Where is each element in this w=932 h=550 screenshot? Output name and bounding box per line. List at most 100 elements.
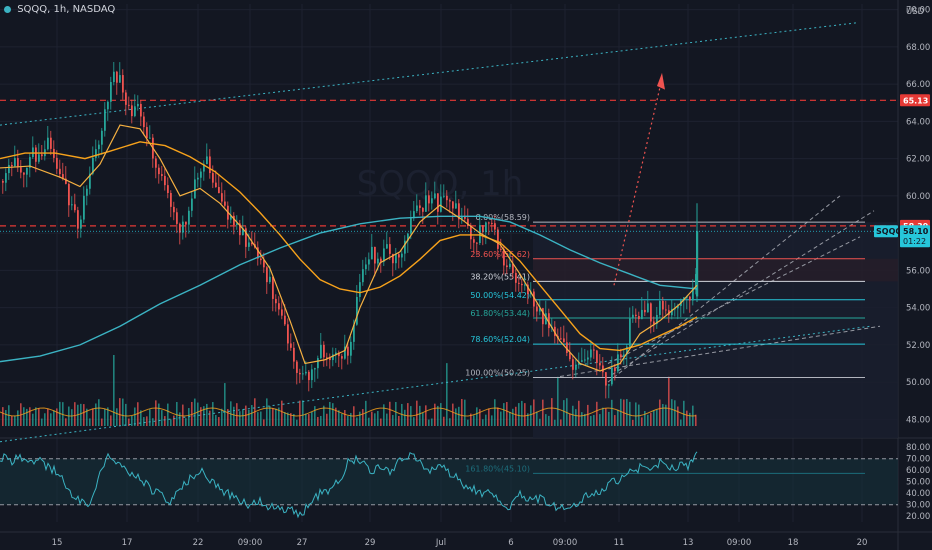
candle-body [170,192,172,207]
volume-bar [239,411,241,426]
volume-bar [41,418,43,426]
volume-bar [455,408,457,426]
volume-bar [443,416,445,426]
volume-bar [11,416,13,426]
candle-body [443,195,445,197]
candle-body [131,105,133,117]
candle-body [296,361,298,373]
volume-bar [317,416,319,426]
channel-line [607,195,841,383]
candle-body [314,368,316,370]
candle-body [392,253,394,264]
candle-body [137,103,139,107]
volume-bar [26,408,28,426]
moving-averages [0,124,698,372]
candle-body [32,147,34,158]
volume-bar [98,399,100,426]
candle-body [581,360,583,362]
volume-bar [197,402,199,426]
symbol-tag-label: SQQQ [876,227,902,236]
candle-body [533,291,535,307]
candle-body [272,276,274,299]
candle-body [95,149,97,158]
volume-bar [389,401,391,426]
candle-body [185,221,187,225]
volume-bar [524,403,526,426]
chart-header: SQQQ, 1h, NASDAQ [4,4,115,15]
candle-body [215,182,217,188]
volume-bar [80,403,82,426]
rsi-tick-label: 60.00 [906,466,930,476]
volume-bar [128,418,130,426]
volume-bar [140,410,142,426]
volume-bar [512,408,514,426]
candle-body [161,174,163,176]
volume-bar [155,400,157,426]
candle-body [374,246,376,264]
candle-body [659,301,661,315]
projection-arrow [613,72,665,286]
volume-bar [359,411,361,426]
volume-bar [620,398,622,426]
volume-bar [419,405,421,426]
candle-body [656,314,658,324]
fib-zone [533,222,898,438]
volume-bar [650,413,652,426]
volume-bar [227,409,229,426]
time-tick-label: 09:00 [727,538,752,548]
candle-body [494,223,496,230]
candle-body [635,314,637,317]
fib-band [533,258,898,282]
volume-bar [200,407,202,426]
volume-bar [347,415,349,426]
volume-bar [137,402,139,426]
candle-body [696,231,699,297]
volume-bar [191,401,193,426]
volume-bar [161,410,163,426]
candle-body [365,264,367,270]
candle-body [503,249,505,266]
candle-body [299,372,301,375]
volume-bar [368,417,370,426]
volume-bar [53,410,55,426]
candle-body [266,267,268,283]
candle-body [74,204,76,211]
candle-body [155,158,157,168]
volume-bar [482,419,484,426]
time-tick-label: 09:00 [553,538,578,548]
candle-body [308,371,310,381]
candle-body [485,222,487,233]
candle-body [395,254,397,264]
volume-bar [422,412,424,426]
volume-bar [50,413,52,426]
volume-bar [293,414,295,426]
price-tick-label: 60.00 [906,192,930,202]
candle-body [164,175,166,186]
volume-bar [377,410,379,426]
candle-body [527,284,529,295]
candle-body [461,216,463,220]
candle-body [428,195,430,204]
volume-bar [497,407,499,426]
candle-body [602,365,604,373]
volume-bar [209,410,211,426]
candle-body [251,242,253,245]
candle-body [518,282,520,284]
volume-bar [554,419,556,426]
volume-bar [212,402,214,426]
volume-bar [452,403,454,426]
time-tick-label: 09:00 [238,538,263,548]
candle-body [575,364,577,370]
volume-bar [425,405,427,426]
candle-body [290,343,292,348]
time-axis: 15 17 22 09:00 27 29 Jul 6 09:00 11 13 09:00 18 20 [52,538,868,548]
volume-bar [83,404,85,426]
volume-bar [206,403,208,426]
volume-bar [569,414,571,426]
volume-bar [323,405,325,426]
candle-body [545,313,547,325]
time-tick-label: 27 [297,538,308,548]
volume-bar [86,408,88,426]
symbol-tag [874,225,898,238]
